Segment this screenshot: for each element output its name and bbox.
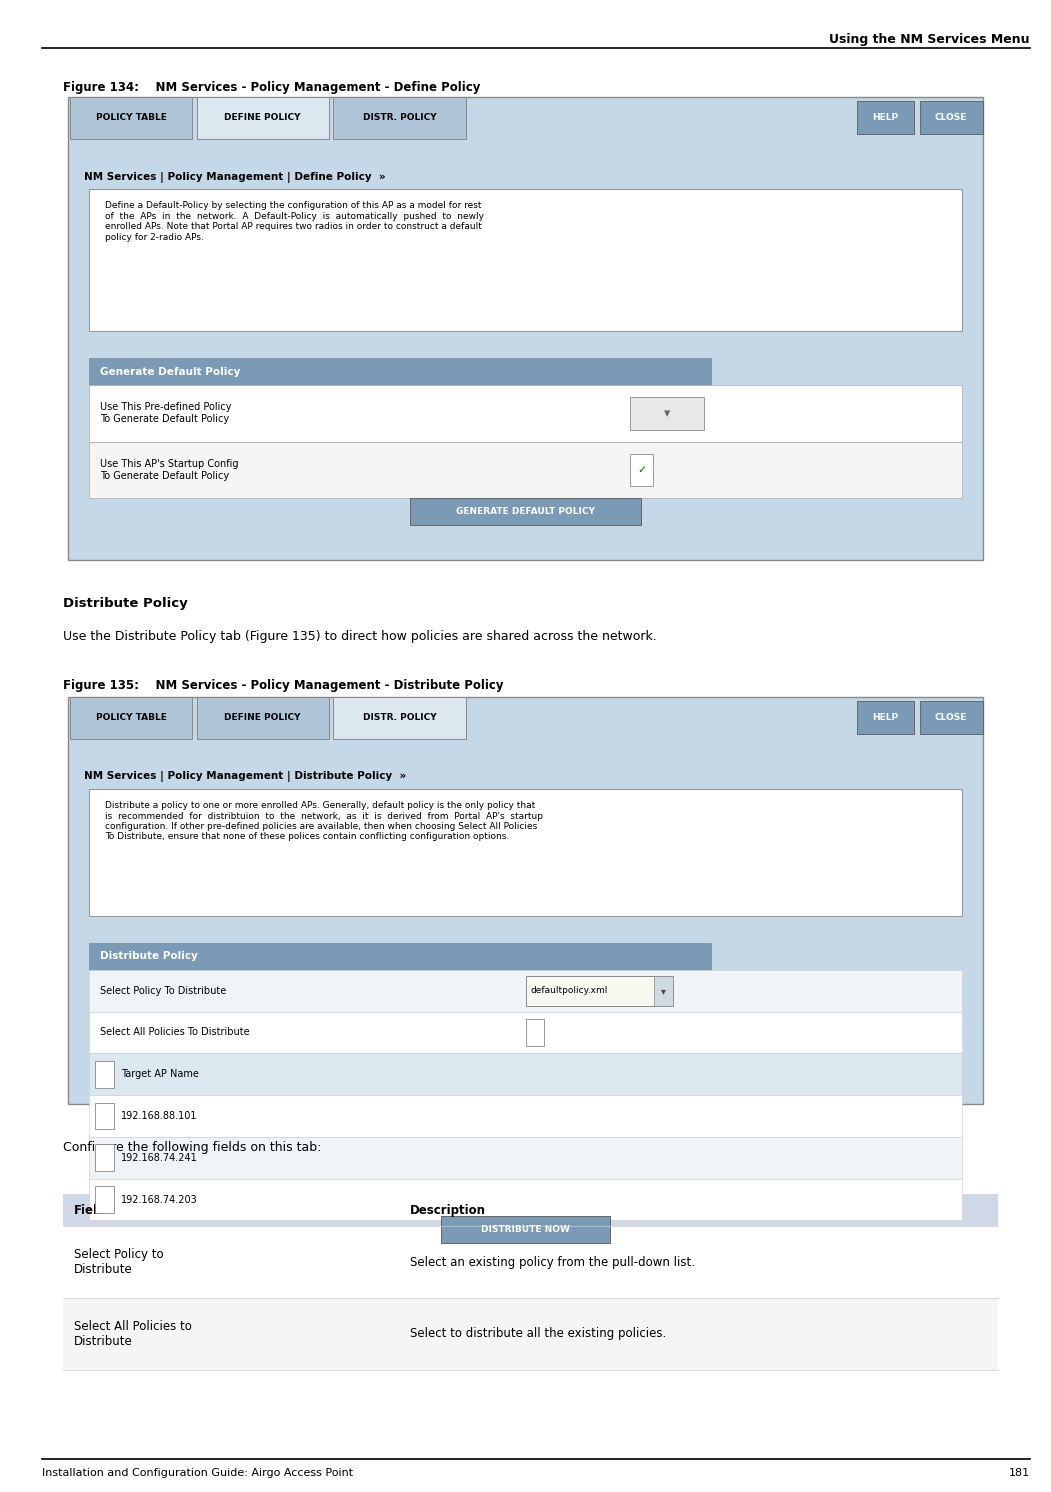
Text: DISTRIBUTE NOW: DISTRIBUTE NOW bbox=[481, 1225, 570, 1234]
FancyBboxPatch shape bbox=[526, 1019, 544, 1046]
FancyBboxPatch shape bbox=[63, 1226, 998, 1298]
FancyBboxPatch shape bbox=[631, 454, 654, 486]
Text: CLOSE: CLOSE bbox=[935, 713, 967, 722]
Text: Distribute Policy: Distribute Policy bbox=[100, 952, 198, 961]
FancyBboxPatch shape bbox=[89, 385, 962, 442]
FancyBboxPatch shape bbox=[68, 97, 983, 560]
FancyBboxPatch shape bbox=[333, 697, 466, 739]
Text: ▾: ▾ bbox=[661, 986, 665, 995]
Text: HELP: HELP bbox=[872, 113, 899, 122]
FancyBboxPatch shape bbox=[89, 943, 712, 970]
Text: Figure 135:    NM Services - Policy Management - Distribute Policy: Figure 135: NM Services - Policy Managem… bbox=[63, 679, 503, 692]
FancyBboxPatch shape bbox=[89, 1053, 962, 1095]
FancyBboxPatch shape bbox=[89, 189, 962, 331]
Text: 181: 181 bbox=[1009, 1468, 1030, 1479]
FancyBboxPatch shape bbox=[95, 1144, 114, 1171]
Text: 192.168.88.101: 192.168.88.101 bbox=[121, 1112, 198, 1120]
FancyBboxPatch shape bbox=[89, 1179, 962, 1220]
Text: Use This Pre-defined Policy
To Generate Default Policy: Use This Pre-defined Policy To Generate … bbox=[100, 403, 231, 424]
FancyBboxPatch shape bbox=[89, 789, 962, 916]
Text: DEFINE POLICY: DEFINE POLICY bbox=[225, 113, 301, 122]
Text: Select Policy To Distribute: Select Policy To Distribute bbox=[100, 986, 226, 995]
Text: Use the Distribute Policy tab (Figure 135) to direct how policies are shared acr: Use the Distribute Policy tab (Figure 13… bbox=[63, 630, 657, 643]
Text: Use This AP's Startup Config
To Generate Default Policy: Use This AP's Startup Config To Generate… bbox=[100, 460, 239, 480]
FancyBboxPatch shape bbox=[95, 1061, 114, 1088]
FancyBboxPatch shape bbox=[89, 442, 962, 498]
Text: Select All Policies To Distribute: Select All Policies To Distribute bbox=[100, 1028, 249, 1037]
Text: Generate Default Policy: Generate Default Policy bbox=[100, 367, 241, 376]
Text: DISTR. POLICY: DISTR. POLICY bbox=[363, 713, 436, 722]
FancyBboxPatch shape bbox=[197, 697, 329, 739]
Text: Distribute a policy to one or more enrolled APs. Generally, default policy is th: Distribute a policy to one or more enrol… bbox=[105, 801, 543, 841]
FancyBboxPatch shape bbox=[63, 1298, 998, 1370]
Text: defaultpolicy.xml: defaultpolicy.xml bbox=[531, 986, 609, 995]
Text: Field: Field bbox=[74, 1204, 106, 1216]
FancyBboxPatch shape bbox=[89, 970, 962, 1012]
FancyBboxPatch shape bbox=[441, 1216, 610, 1243]
Text: ▾: ▾ bbox=[664, 407, 671, 419]
FancyBboxPatch shape bbox=[70, 697, 192, 739]
FancyBboxPatch shape bbox=[857, 101, 914, 134]
FancyBboxPatch shape bbox=[410, 498, 641, 525]
Text: 192.168.74.241: 192.168.74.241 bbox=[121, 1153, 198, 1162]
Text: 192.168.74.203: 192.168.74.203 bbox=[121, 1195, 198, 1204]
Text: Using the NM Services Menu: Using the NM Services Menu bbox=[829, 33, 1030, 46]
Text: Configure the following fields on this tab:: Configure the following fields on this t… bbox=[63, 1141, 322, 1155]
Text: DISTR. POLICY: DISTR. POLICY bbox=[363, 113, 436, 122]
FancyBboxPatch shape bbox=[333, 97, 466, 139]
FancyBboxPatch shape bbox=[89, 1012, 962, 1053]
Text: Distribute Policy: Distribute Policy bbox=[63, 597, 188, 610]
Text: ✓: ✓ bbox=[637, 466, 646, 474]
FancyBboxPatch shape bbox=[920, 101, 983, 134]
Text: GENERATE DEFAULT POLICY: GENERATE DEFAULT POLICY bbox=[456, 507, 595, 516]
FancyBboxPatch shape bbox=[68, 697, 983, 1104]
Text: Define a Default-Policy by selecting the configuration of this AP as a model for: Define a Default-Policy by selecting the… bbox=[105, 201, 485, 242]
Text: Select an existing policy from the pull-down list.: Select an existing policy from the pull-… bbox=[410, 1256, 695, 1268]
FancyBboxPatch shape bbox=[70, 97, 192, 139]
FancyBboxPatch shape bbox=[920, 701, 983, 734]
Text: Figure 134:    NM Services - Policy Management - Define Policy: Figure 134: NM Services - Policy Managem… bbox=[63, 81, 480, 94]
Text: NM Services | Policy Management | Distribute Policy  »: NM Services | Policy Management | Distri… bbox=[84, 771, 407, 782]
FancyBboxPatch shape bbox=[89, 1137, 962, 1179]
FancyBboxPatch shape bbox=[857, 701, 914, 734]
Text: NM Services | Policy Management | Define Policy  »: NM Services | Policy Management | Define… bbox=[84, 172, 386, 182]
Text: POLICY TABLE: POLICY TABLE bbox=[96, 113, 167, 122]
FancyBboxPatch shape bbox=[89, 1095, 962, 1137]
Text: Select Policy to
Distribute: Select Policy to Distribute bbox=[74, 1249, 163, 1276]
Text: CLOSE: CLOSE bbox=[935, 113, 967, 122]
FancyBboxPatch shape bbox=[654, 976, 673, 1006]
Text: POLICY TABLE: POLICY TABLE bbox=[96, 713, 167, 722]
Text: Select to distribute all the existing policies.: Select to distribute all the existing po… bbox=[410, 1328, 666, 1340]
FancyBboxPatch shape bbox=[526, 976, 673, 1006]
Text: DEFINE POLICY: DEFINE POLICY bbox=[225, 713, 301, 722]
FancyBboxPatch shape bbox=[63, 1194, 998, 1226]
FancyBboxPatch shape bbox=[95, 1103, 114, 1129]
FancyBboxPatch shape bbox=[631, 397, 704, 430]
FancyBboxPatch shape bbox=[89, 358, 712, 385]
FancyBboxPatch shape bbox=[197, 97, 329, 139]
FancyBboxPatch shape bbox=[95, 1186, 114, 1213]
Text: Installation and Configuration Guide: Airgo Access Point: Installation and Configuration Guide: Ai… bbox=[42, 1468, 353, 1479]
Text: Select All Policies to
Distribute: Select All Policies to Distribute bbox=[74, 1320, 191, 1347]
Text: HELP: HELP bbox=[872, 713, 899, 722]
Text: Description: Description bbox=[410, 1204, 486, 1216]
Text: Target AP Name: Target AP Name bbox=[121, 1070, 199, 1079]
